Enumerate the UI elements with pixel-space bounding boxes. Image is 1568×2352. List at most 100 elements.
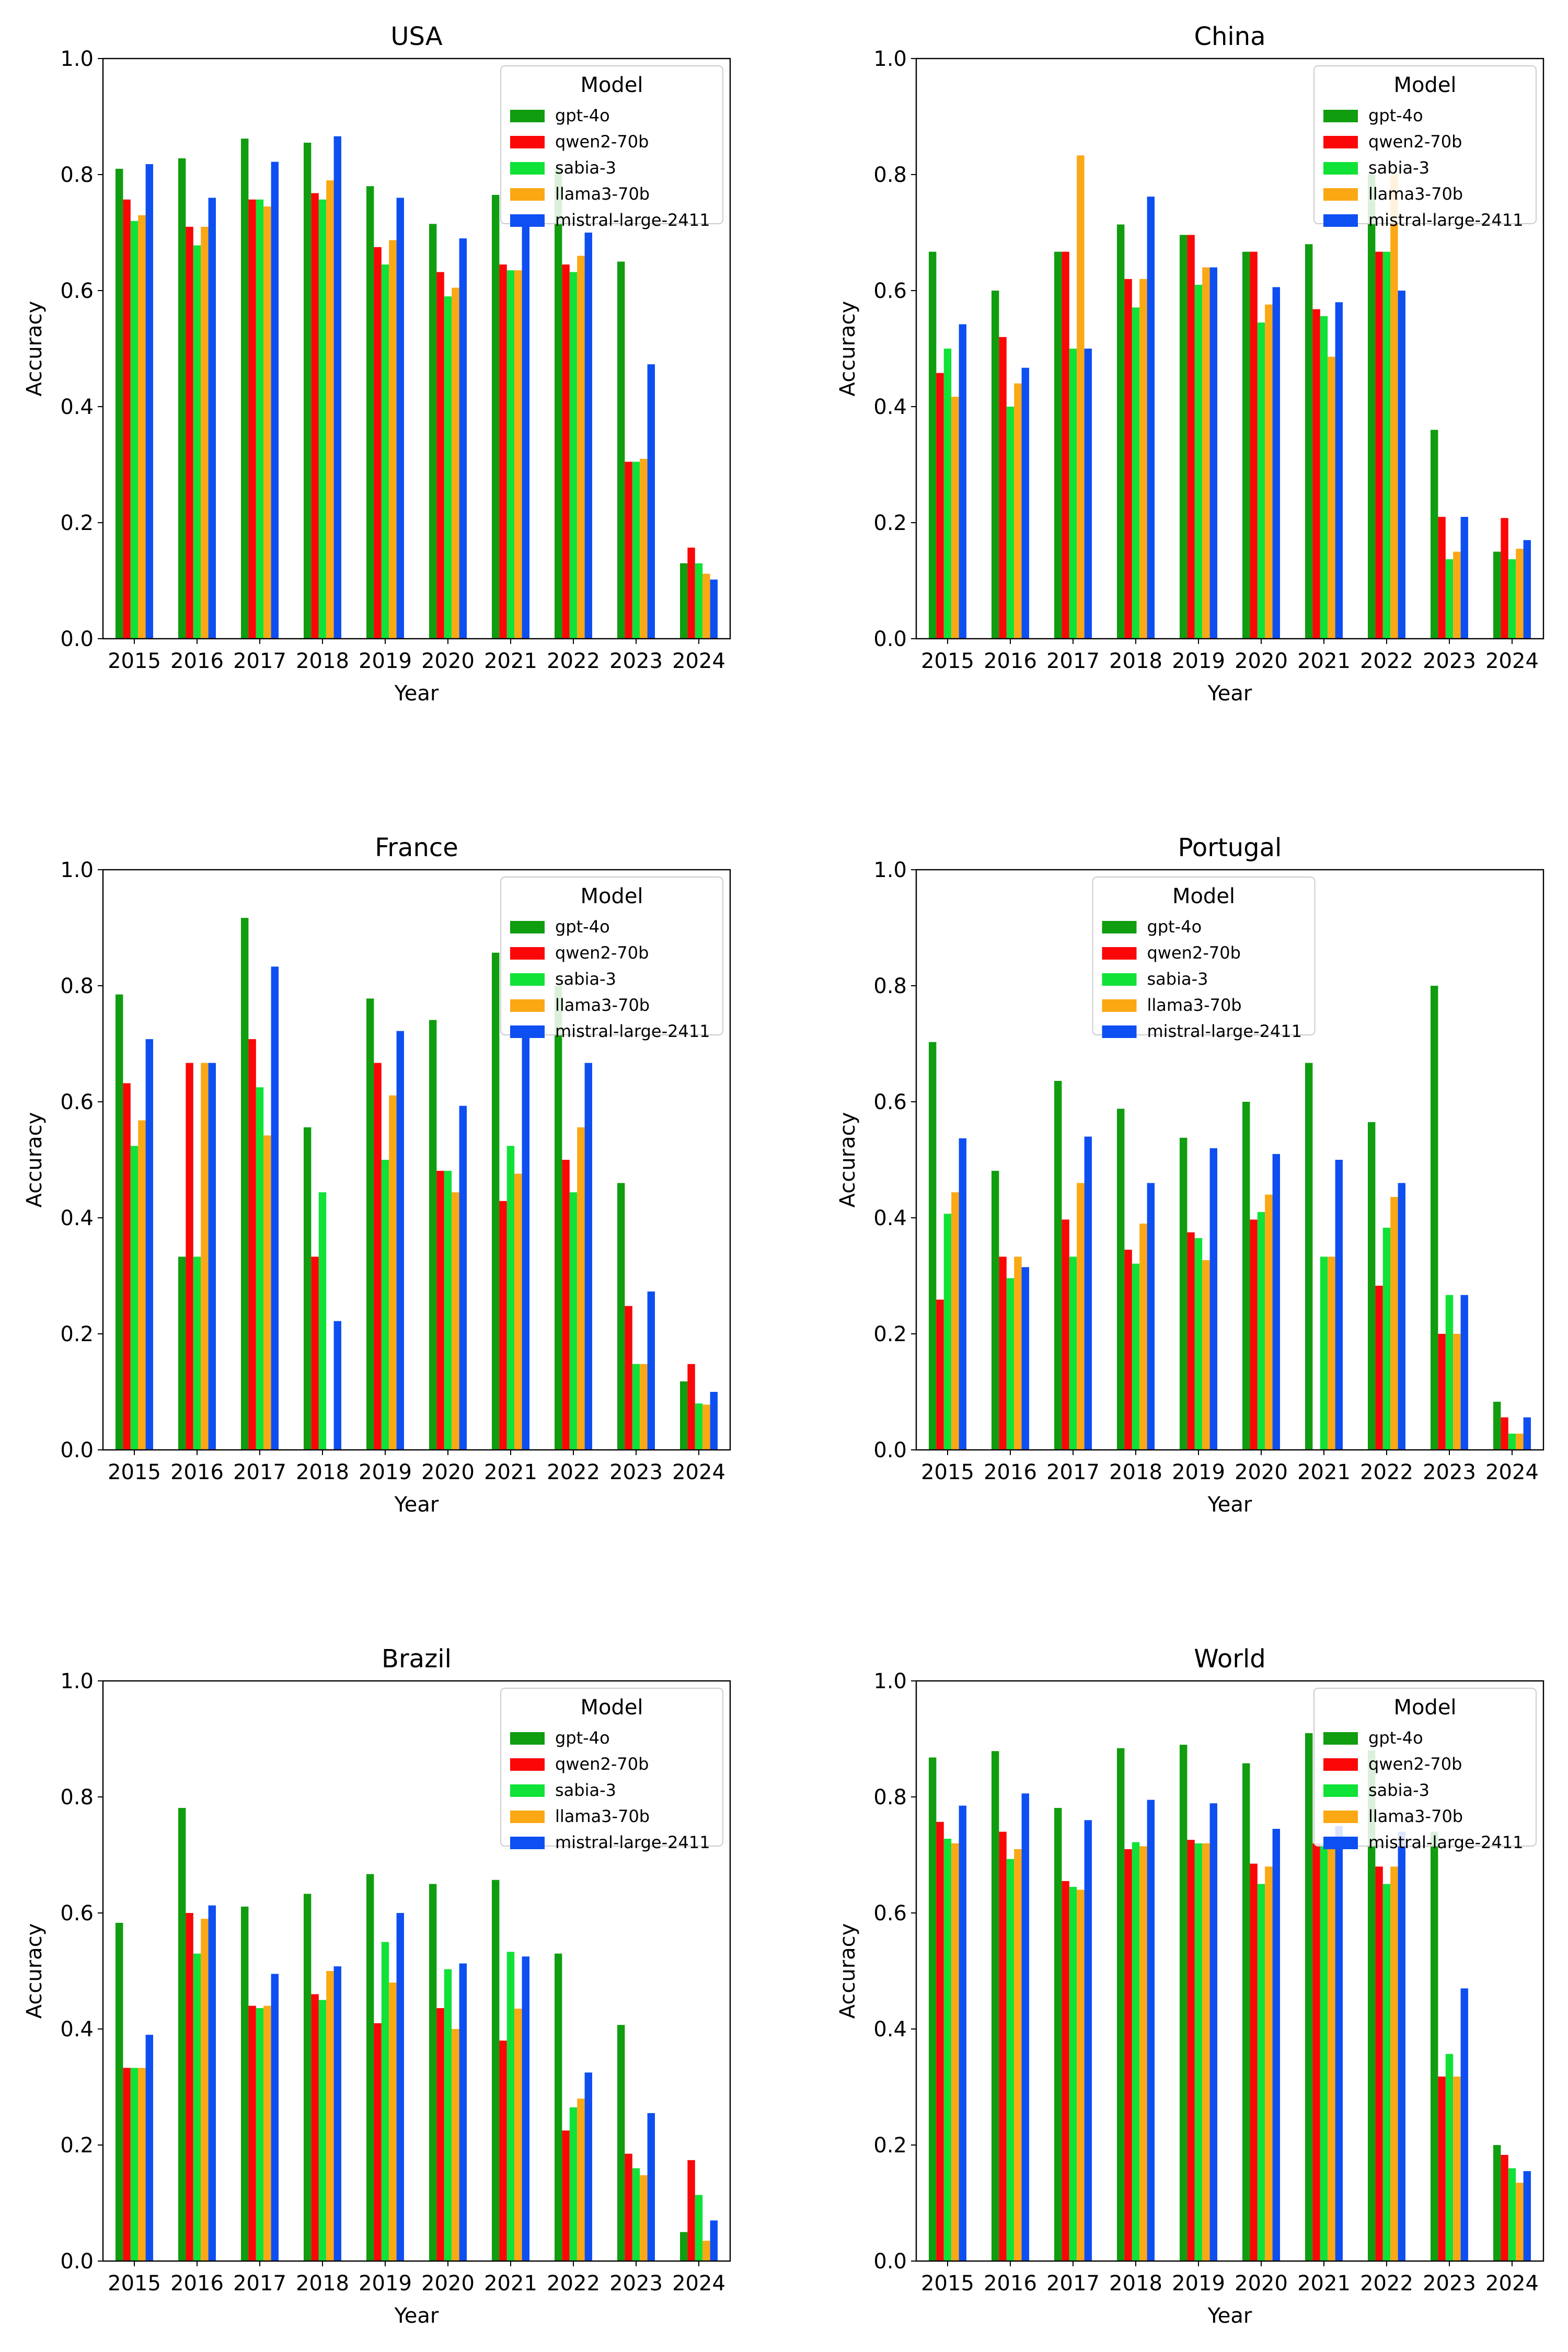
bar-brazil-sabia-3-2020: [444, 1969, 452, 2261]
legend-box: [500, 1688, 723, 1847]
y-tick-label: 0.0: [60, 2250, 94, 2274]
bar-france-gpt-4o-2018: [304, 1127, 312, 1450]
bar-world-sabia-3-2019: [1194, 1843, 1203, 2261]
bar-china-gpt-4o-2024: [1493, 551, 1501, 639]
x-tick-label: 2022: [547, 1460, 600, 1484]
bar-world-sabia-3-2018: [1132, 1842, 1140, 2261]
bar-brazil-sabia-3-2017: [256, 2008, 264, 2261]
x-tick-label: 2022: [547, 2272, 600, 2296]
bar-china-mistral-large-2411-2021: [1335, 302, 1343, 639]
bar-france-llama3-70b-2021: [514, 1173, 522, 1450]
legend-label-gpt-4o: gpt-4o: [555, 917, 610, 937]
x-tick-label: 2023: [609, 1460, 663, 1484]
bar-portugal-qwen2-70b-2020: [1250, 1219, 1258, 1450]
bar-brazil-llama3-70b-2023: [640, 2175, 648, 2261]
bar-portugal-gpt-4o-2019: [1180, 1137, 1187, 1450]
bar-china-sabia-3-2019: [1194, 284, 1203, 639]
bar-world-llama3-70b-2016: [1014, 1849, 1022, 2261]
bar-france-sabia-3-2017: [256, 1087, 264, 1450]
x-tick-label: 2023: [1423, 1460, 1476, 1484]
bar-world-qwen2-70b-2019: [1187, 1840, 1195, 2261]
bar-usa-gpt-4o-2022: [555, 168, 562, 639]
legend-label-sabia-3: sabia-3: [1368, 158, 1429, 178]
bar-brazil-gpt-4o-2017: [241, 1906, 249, 2261]
bar-brazil-sabia-3-2016: [193, 1953, 201, 2261]
bar-usa-gpt-4o-2021: [492, 194, 500, 639]
bar-brazil-gpt-4o-2020: [429, 1884, 437, 2261]
bar-brazil-llama3-70b-2024: [702, 2241, 710, 2261]
legend-label-qwen2-70b: qwen2-70b: [555, 132, 649, 152]
chart-france: 0.0 0.2 0.4 0.6 0.8 1.0 2015 2016 2017 2018 2019 20…: [22, 833, 731, 1517]
y-axis-label: Accuracy: [22, 301, 47, 397]
x-tick-label: 2017: [1046, 649, 1100, 673]
bar-portugal-sabia-3-2019: [1194, 1238, 1203, 1450]
bar-france-gpt-4o-2022: [555, 986, 562, 1450]
legend-label-qwen2-70b: qwen2-70b: [1368, 1754, 1462, 1774]
bar-portugal-qwen2-70b-2015: [936, 1299, 944, 1450]
bar-china-gpt-4o-2016: [991, 291, 999, 639]
y-tick-label: 0.6: [60, 279, 94, 303]
bar-brazil-sabia-3-2018: [318, 2000, 327, 2261]
bar-world-qwen2-70b-2024: [1501, 2154, 1508, 2261]
x-tick-label: 2019: [1172, 2272, 1225, 2296]
bar-portugal-llama3-70b-2022: [1390, 1197, 1398, 1450]
y-tick-label: 0.2: [60, 2134, 94, 2158]
bar-world-mistral-large-2411-2022: [1398, 1831, 1405, 2261]
legend-box: [1092, 877, 1316, 1035]
bar-world-llama3-70b-2022: [1390, 1866, 1398, 2261]
chart-title: Brazil: [382, 1644, 452, 1674]
legend-title: Model: [580, 73, 643, 97]
y-tick-label: 0.4: [873, 2017, 907, 2042]
x-tick-label: 2023: [1423, 2272, 1476, 2296]
legend-label-gpt-4o: gpt-4o: [555, 1728, 610, 1748]
y-tick-label: 0.8: [60, 163, 94, 187]
legend-label-sabia-3: sabia-3: [1147, 969, 1208, 989]
bar-portugal-sabia-3-2024: [1508, 1433, 1516, 1450]
legend-swatch-qwen2-70b: [510, 1758, 545, 1771]
x-axis-label: Year: [1207, 1493, 1252, 1517]
bar-china-gpt-4o-2021: [1305, 244, 1313, 639]
bar-brazil-mistral-large-2411-2017: [271, 1974, 279, 2261]
x-tick-label: 2016: [984, 649, 1037, 673]
x-tick-label: 2018: [296, 2272, 349, 2296]
legend-label-llama3-70b: llama3-70b: [1368, 1806, 1463, 1826]
y-tick-label: 1.0: [60, 47, 94, 71]
bar-france-mistral-large-2411-2016: [208, 1063, 216, 1450]
bar-china-qwen2-70b-2024: [1501, 518, 1508, 639]
bar-china-sabia-3-2022: [1382, 251, 1391, 639]
bar-world-llama3-70b-2021: [1328, 1843, 1335, 2261]
bar-world-llama3-70b-2024: [1516, 2183, 1524, 2261]
bar-brazil-llama3-70b-2020: [452, 2029, 459, 2261]
bar-world-gpt-4o-2023: [1431, 1831, 1438, 2261]
bar-usa-mistral-large-2411-2015: [145, 164, 153, 639]
bar-usa-sabia-3-2021: [506, 270, 515, 639]
bar-china-sabia-3-2016: [1006, 407, 1014, 639]
bar-usa-qwen2-70b-2015: [123, 199, 131, 639]
bar-usa-gpt-4o-2024: [680, 563, 688, 639]
bar-world-llama3-70b-2017: [1077, 1889, 1085, 2261]
bar-world-gpt-4o-2024: [1493, 2145, 1501, 2261]
bar-brazil-llama3-70b-2022: [577, 2099, 585, 2261]
legend-label-sabia-3: sabia-3: [1368, 1780, 1429, 1800]
bar-china-mistral-large-2411-2015: [959, 324, 966, 639]
x-tick-label: 2019: [1172, 649, 1225, 673]
x-axis-label: Year: [1207, 682, 1252, 706]
bar-usa-qwen2-70b-2020: [436, 272, 444, 639]
y-tick-label: 0.0: [873, 2250, 907, 2274]
bar-usa-mistral-large-2411-2016: [208, 198, 216, 639]
x-tick-label: 2019: [1172, 1460, 1225, 1484]
x-tick-label: 2021: [1297, 649, 1351, 673]
bar-brazil-sabia-3-2021: [506, 1952, 515, 2261]
bar-portugal-llama3-70b-2024: [1516, 1433, 1524, 1450]
legend-label-qwen2-70b: qwen2-70b: [1368, 132, 1462, 152]
bar-usa-qwen2-70b-2024: [687, 547, 695, 639]
x-tick-label: 2021: [484, 2272, 537, 2296]
legend-swatch-llama3-70b: [510, 1811, 545, 1823]
bar-portugal-sabia-3-2016: [1006, 1278, 1014, 1450]
bar-portugal-qwen2-70b-2022: [1375, 1285, 1383, 1450]
legend-swatch-sabia-3: [1102, 973, 1137, 986]
bar-usa-gpt-4o-2018: [304, 142, 312, 639]
bar-portugal-mistral-large-2411-2015: [959, 1138, 966, 1450]
bar-usa-qwen2-70b-2021: [499, 264, 507, 639]
bar-usa-sabia-3-2017: [256, 199, 264, 639]
